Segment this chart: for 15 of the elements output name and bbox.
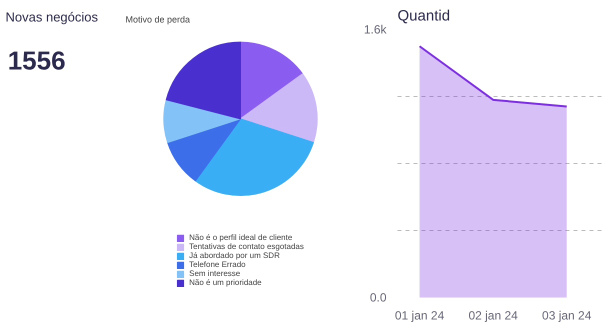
text: Novas negócios xyxy=(6,10,98,24)
chart-title: Motivo de perda xyxy=(126,14,190,24)
legend-label: Não é um prioridade xyxy=(189,278,262,287)
y-tick-label: 0.0 xyxy=(370,290,387,304)
legend-label: Já abordado por um SDR xyxy=(189,251,280,260)
y-tick-label: 1.6k xyxy=(364,22,388,36)
chart-title: Quantid xyxy=(398,8,450,24)
x-tick-label: 03 jan 24 xyxy=(542,308,592,322)
legend-label: Tentativas de contato esgotadas xyxy=(189,242,304,251)
legend-label: Telefone Errado xyxy=(189,260,246,269)
x-tick-label: 01 jan 24 xyxy=(394,308,445,322)
legend-label: Não é o perfil ideal de cliente xyxy=(189,233,292,242)
x-tick-label: 02 jan 24 xyxy=(468,308,518,322)
text: 1556 xyxy=(8,46,66,76)
legend-label: Sem interesse xyxy=(189,269,240,278)
